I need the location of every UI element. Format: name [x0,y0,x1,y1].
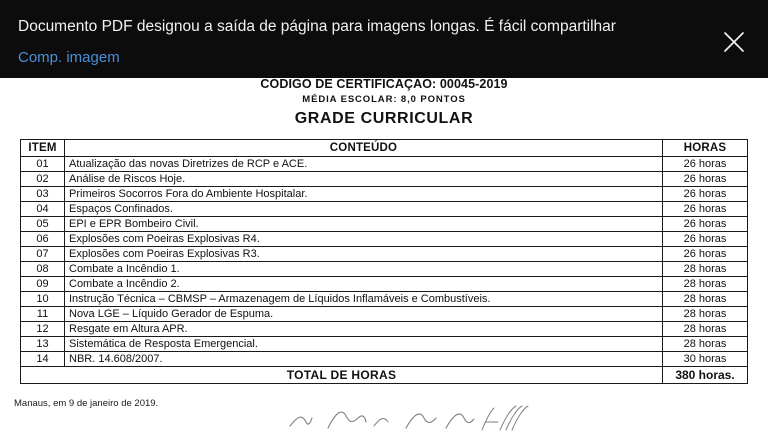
cell-item: 02 [20,171,65,187]
table-row: 03 Primeiros Socorros Fora do Ambiente Ho… [20,186,748,202]
column-header-conteudo: CONTEÚDO [64,139,663,157]
table-row: 04 Espaços Confinados. 26 horas [20,201,748,217]
school-average-line: MÉDIA ESCOLAR: 8,0 PONTOS [302,94,466,105]
banner-message: Documento PDF designou a saída de página… [18,18,616,35]
table-row: 09 Combate a Incêndio 2. 28 horas [20,276,748,292]
cell-item: 10 [20,291,65,307]
cell-item: 09 [20,276,65,292]
cell-item: 06 [20,231,65,247]
table-row: 13 Sistemática de Resposta Emergencial. 28… [20,336,748,352]
curriculum-table: ITEM CONTEÚDO HORAS 01 Atualização das no… [20,139,748,384]
cell-horas: 28 horas [662,261,748,277]
cell-item: 13 [20,336,65,352]
cell-conteudo: Espaços Confinados. [64,201,663,217]
cell-item: 01 [20,156,65,172]
cell-conteudo: Atualização das novas Diretrizes de RCP … [64,156,663,172]
table-row: 05 EPI e EPR Bombeiro Civil. 26 horas [20,216,748,232]
curriculum-table-wrapper: ITEM CONTEÚDO HORAS 01 Atualização das no… [20,139,748,384]
cell-conteudo: Combate a Incêndio 1. [64,261,663,277]
table-row: 06 Explosões com Poeiras Explosivas R4. 26… [20,231,748,247]
cell-conteudo: Combate a Incêndio 2. [64,276,663,292]
handwritten-signature-icon [289,405,529,431]
total-label: TOTAL DE HORAS [20,366,663,384]
cell-conteudo: Primeiros Socorros Fora do Ambiente Hosp… [64,186,663,202]
cell-item: 14 [20,351,65,367]
table-row: 10 Instrução Técnica – CBMSP – Armazenage… [20,291,748,307]
cell-horas: 28 horas [662,276,748,292]
table-body: 01 Atualização das novas Diretrizes de RC… [20,156,748,367]
cell-item: 12 [20,321,65,337]
cell-conteudo: Análise de Riscos Hoje. [64,171,663,187]
share-notification-banner: Documento PDF designou a saída de página… [0,0,768,78]
cell-conteudo: NBR. 14.608/2007. [64,351,663,367]
cell-horas: 26 horas [662,171,748,187]
close-icon [724,32,744,52]
total-value: 380 horas. [662,366,748,384]
close-banner-button[interactable] [714,22,754,62]
cell-horas: 28 horas [662,291,748,307]
cell-conteudo: Sistemática de Resposta Emergencial. [64,336,663,352]
column-header-item: ITEM [20,139,65,157]
cell-horas: 30 horas [662,351,748,367]
cell-conteudo: EPI e EPR Bombeiro Civil. [64,216,663,232]
cell-horas: 28 horas [662,336,748,352]
cell-item: 05 [20,216,65,232]
share-image-link[interactable]: Comp. imagem [18,49,120,66]
total-row: TOTAL DE HORAS 380 horas. [20,366,748,384]
cell-item: 03 [20,186,65,202]
cell-horas: 26 horas [662,186,748,202]
cell-horas: 26 horas [662,216,748,232]
cell-horas: 26 horas [662,231,748,247]
cell-conteudo: Explosões com Poeiras Explosivas R3. [64,246,663,262]
column-header-horas: HORAS [662,139,748,157]
table-foot: TOTAL DE HORAS 380 horas. [20,366,748,384]
table-row: 07 Explosões com Poeiras Explosivas R3. 26… [20,246,748,262]
page-title: GRADE CURRICULAR [294,110,474,127]
table-header-row: ITEM CONTEÚDO HORAS [20,139,748,157]
table-row: 01 Atualização das novas Diretrizes de RC… [20,156,748,172]
table-row: 11 Nova LGE – Líquido Gerador de Espuma. 2… [20,306,748,322]
table-row: 14 NBR. 14.608/2007. 30 horas [20,351,748,367]
cell-horas: 26 horas [662,246,748,262]
table-row: 12 Resgate em Altura APR. 28 horas [20,321,748,337]
cell-conteudo: Instrução Técnica – CBMSP – Armazenagem … [64,291,663,307]
issue-date-line: Manaus, em 9 de janeiro de 2019. [14,398,159,409]
cell-item: 11 [20,306,65,322]
cell-conteudo: Resgate em Altura APR. [64,321,663,337]
cell-conteudo: Nova LGE – Líquido Gerador de Espuma. [64,306,663,322]
certification-code-line: CÓDIGO DE CERTIFICAÇÃO: 00045-2019 [260,77,508,91]
cell-conteudo: Explosões com Poeiras Explosivas R4. [64,231,663,247]
cell-horas: 26 horas [662,156,748,172]
cell-item: 08 [20,261,65,277]
table-row: 02 Análise de Riscos Hoje. 26 horas [20,171,748,187]
table-row: 08 Combate a Incêndio 1. 28 horas [20,261,748,277]
cell-horas: 28 horas [662,306,748,322]
cell-item: 04 [20,201,65,217]
table-head: ITEM CONTEÚDO HORAS [20,139,748,157]
cell-horas: 28 horas [662,321,748,337]
cell-horas: 26 horas [662,201,748,217]
cell-item: 07 [20,246,65,262]
